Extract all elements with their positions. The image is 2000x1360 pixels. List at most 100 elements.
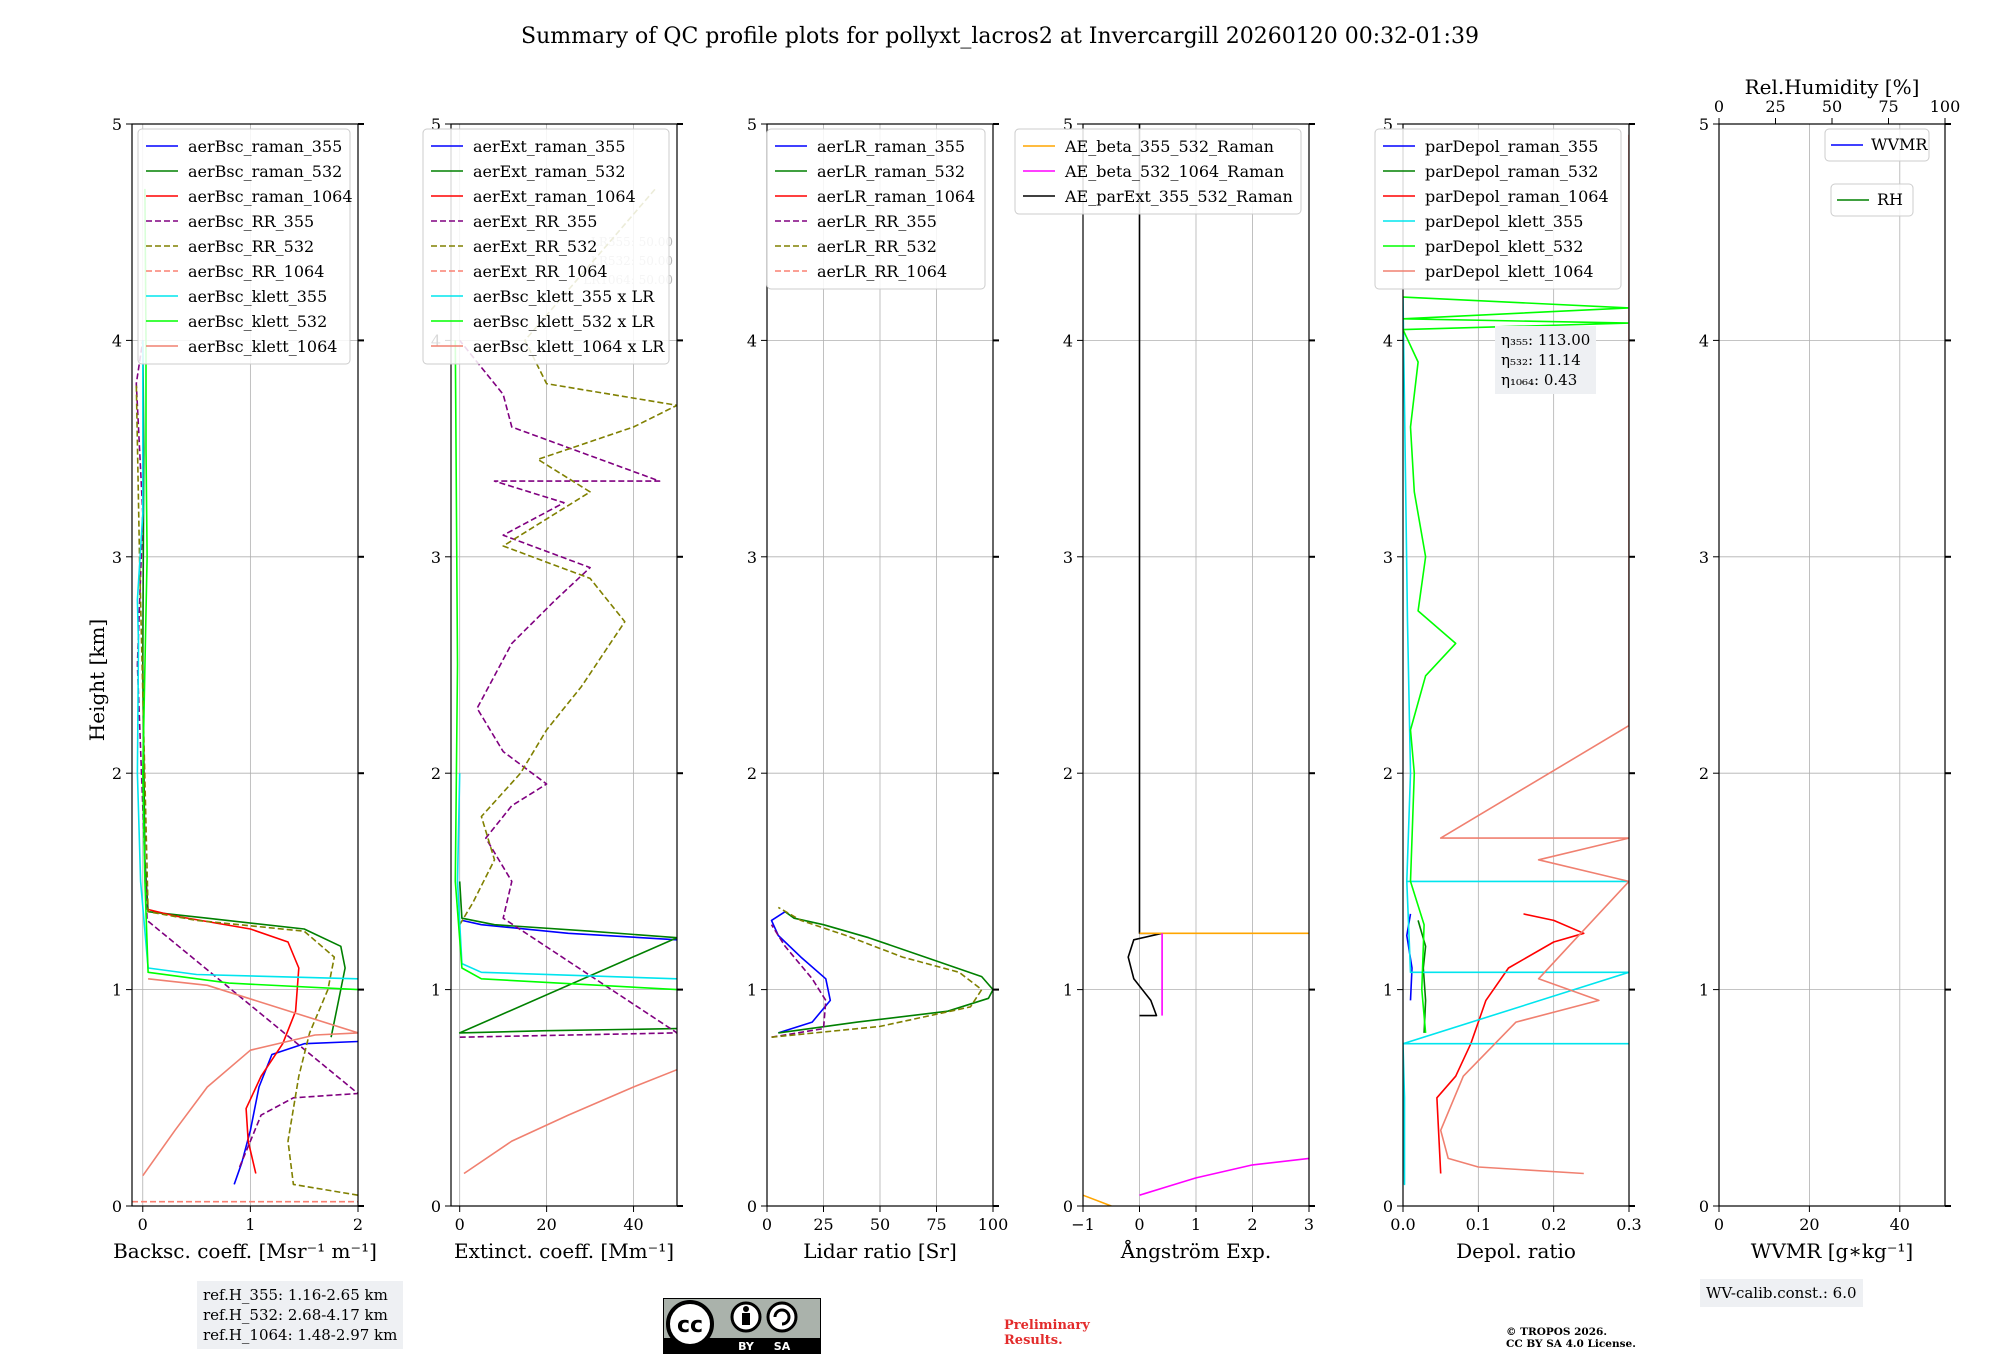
y-axis-label: Height [km]: [85, 619, 109, 741]
series-group: [1403, 134, 1629, 1186]
y-tick-label: 0: [1383, 1197, 1393, 1216]
series-AE_beta_532_1064_Raman: [1139, 1157, 1309, 1196]
y-tick-label: 0: [1063, 1197, 1073, 1216]
x-tick-label: 0.3: [1616, 1215, 1641, 1234]
legend-entry: aerLR_raman_355: [817, 137, 965, 156]
cc-sa-text: SA: [774, 1340, 791, 1353]
y-tick-label: 1: [1383, 981, 1393, 1000]
axes-frame: [1718, 123, 1946, 1207]
x-tick-label: 40: [623, 1215, 643, 1234]
y-tick-label: 4: [747, 331, 757, 350]
legend-entry: AE_beta_355_532_Raman: [1064, 137, 1274, 156]
legend-box: [766, 128, 986, 290]
legend-entry: aerLR_raman_1064: [817, 187, 975, 206]
series-AE_parExt_355_532_Raman: [1127, 124, 1163, 1017]
legend-entry: parDepol_raman_355: [1425, 137, 1598, 156]
legend-entry: aerBsc_klett_1064 x LR: [473, 337, 665, 356]
legend-entry: aerBsc_raman_1064: [188, 187, 353, 206]
series-parDepol_klett_532: [1403, 296, 1629, 1033]
x-tick-label: 3: [1304, 1215, 1314, 1234]
series-aerBsc_RR_532: [135, 383, 358, 1196]
preliminary-line-1: Preliminary: [1004, 1318, 1090, 1333]
wv-calib-const: WV-calib.const.: 6.0: [1706, 1284, 1857, 1302]
legend-entry: aerExt_raman_1064: [473, 187, 636, 206]
svg-text:cc: cc: [677, 1313, 703, 1338]
eta-355: η₃₅₅: 113.00: [1501, 331, 1591, 349]
x-tick-label: 0: [455, 1215, 465, 1234]
y-tick-label: 2: [1383, 764, 1393, 783]
series-aerExt_RR_355: [459, 339, 677, 1038]
panel-bsc: 0 1 2 0 1 2 3 4 5 Backsc. coeff. [Msr⁻¹ m⁻¹] aerBs…: [112, 115, 377, 1263]
panel-ext: LR355: 50.00LR532: 50.00LR1064: 50.00020…: [422, 115, 683, 1263]
legend-entry: aerExt_RR_532: [473, 237, 597, 256]
legend-entry: aerBsc_raman_532: [188, 162, 342, 181]
series-parDepol_raman_1064: [1436, 913, 1585, 1174]
legend-entry: parDepol_raman_1064: [1425, 187, 1609, 206]
legend-box: [422, 128, 670, 365]
legend-entry: aerBsc_RR_1064: [188, 262, 324, 281]
x-axis-label: Extinct. coeff. [Mm⁻¹]: [454, 1239, 674, 1263]
series-group: [1083, 124, 1309, 1206]
legend-entry: aerBsc_klett_355 x LR: [473, 287, 655, 306]
series-aerBsc_klett_1064 x LR: [463, 1068, 677, 1175]
x-tick-label: 2: [1247, 1215, 1257, 1234]
series-group: [770, 906, 993, 1038]
y-tick-label: 5: [747, 115, 757, 134]
legend-entry: parDepol_klett_532: [1425, 237, 1583, 256]
legend: parDepol_raman_355 parDepol_raman_532 parD…: [1374, 128, 1622, 290]
panel-wv: 0 20 40 0 1 2 3 4 5 WVMR [g∗kg⁻¹] 0 25 50 75 100 Rel.Hu…: [1699, 75, 1960, 1263]
preliminary-line-2: Results.: [1004, 1333, 1063, 1348]
axes-frame: [450, 123, 678, 1207]
eta-box: η₃₅₅: 113.00 η₅₃₂: 11.14 η₁₀₆₄: 0.43: [1495, 326, 1597, 394]
y-tick-label: 1: [1699, 981, 1709, 1000]
ref-line-355: ref.H_355: 1.16-2.65 km: [203, 1286, 388, 1304]
series-parDepol_klett_355: [1403, 297, 1629, 1186]
y-tick-label: 1: [112, 981, 122, 1000]
x-tick-label: −1: [1071, 1215, 1095, 1234]
top-x-tick-label: 0: [1714, 97, 1724, 116]
series-parDepol_klett_1064: [1439, 134, 1629, 1175]
legend-box: [137, 128, 351, 365]
legend-entry: aerLR_RR_355: [817, 212, 937, 231]
y-tick-label: 2: [1063, 764, 1073, 783]
legend-entry: aerExt_raman_532: [473, 162, 626, 181]
series-aerExt_RR_532: [459, 188, 677, 926]
legend-entry: aerLR_RR_1064: [817, 262, 947, 281]
x-tick-label: 1: [1191, 1215, 1201, 1234]
preliminary-results-note: Preliminary Results.: [1004, 1318, 1090, 1348]
wv-calib-box: WV-calib.const.: 6.0: [1700, 1279, 1863, 1307]
x-tick-label: 0.1: [1466, 1215, 1491, 1234]
legend: aerBsc_raman_355 aerBsc_raman_532 aerBsc_r…: [137, 128, 353, 365]
y-tick-label: 5: [1063, 115, 1073, 134]
panel-lr: 0 25 50 75 100 0 1 2 3 4 5 Lidar ratio [Sr] aerLR_ra…: [747, 115, 1008, 1263]
x-tick-label: 0: [762, 1215, 772, 1234]
ref-line-532: ref.H_532: 2.68-4.17 km: [203, 1306, 388, 1324]
panels: 0 1 2 0 1 2 3 4 5 Backsc. coeff. [Msr⁻¹ m⁻¹] aerBs…: [112, 75, 1960, 1263]
y-tick-label: 5: [1699, 115, 1709, 134]
y-tick-label: 0: [431, 1197, 441, 1216]
x-tick-label: 50: [870, 1215, 890, 1234]
legend-entry: aerBsc_RR_355: [188, 212, 314, 231]
y-tick-label: 5: [112, 115, 122, 134]
series-aerBsc_RR_355: [135, 340, 358, 1168]
y-tick-label: 0: [112, 1197, 122, 1216]
y-tick-label: 1: [747, 981, 757, 1000]
legend-entry: aerBsc_RR_532: [188, 237, 314, 256]
legend-entry: RH: [1877, 190, 1903, 209]
y-tick-label: 3: [747, 548, 757, 567]
y-tick-label: 2: [1699, 764, 1709, 783]
legend: WVMR RH: [1824, 128, 1930, 217]
x-tick-label: 25: [813, 1215, 833, 1234]
x-tick-label: 40: [1890, 1215, 1910, 1234]
y-tick-label: 3: [1063, 548, 1073, 567]
x-axis-label: Ångström Exp.: [1120, 1238, 1271, 1263]
y-tick-label: 3: [112, 548, 122, 567]
legend-entry: aerExt_raman_355: [473, 137, 626, 156]
figure-title: Summary of QC profile plots for pollyxt_…: [521, 24, 1479, 49]
legend-entry: AE_beta_532_1064_Raman: [1064, 162, 1284, 181]
legend: AE_beta_355_532_Raman AE_beta_532_1064_Ra…: [1014, 128, 1302, 215]
legend-entry: AE_parExt_355_532_Raman: [1064, 187, 1293, 206]
x-axis-label: Backsc. coeff. [Msr⁻¹ m⁻¹]: [113, 1239, 377, 1263]
y-tick-label: 0: [747, 1197, 757, 1216]
